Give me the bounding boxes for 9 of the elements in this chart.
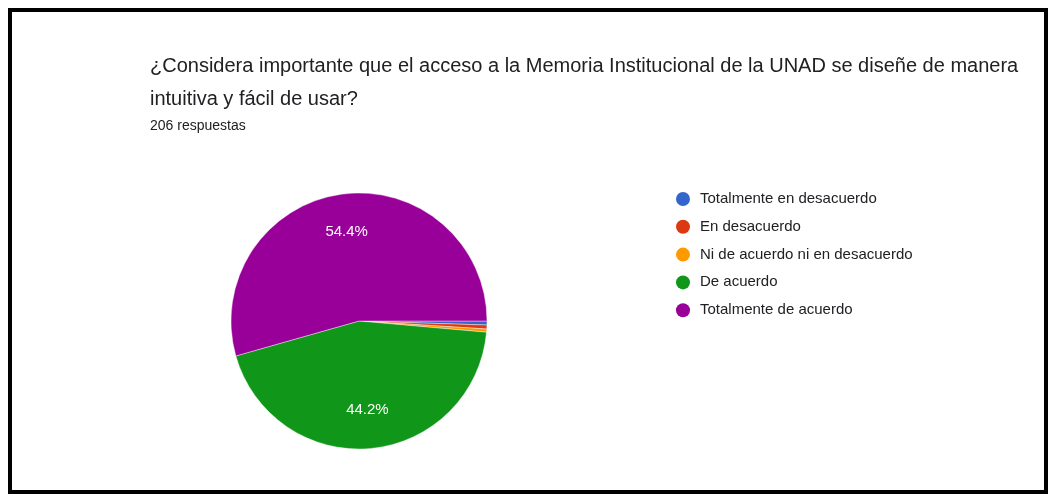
legend-label: Ni de acuerdo ni en desacuerdo <box>700 244 913 262</box>
chart-title: ¿Considera importante que el acceso a la Memoria Institucional de la UNAD se diseñe de manera intuitiva y fácil de usar? <box>150 54 1020 109</box>
legend-label: En desacuerdo <box>700 216 801 234</box>
data-label: 44.2% <box>346 400 389 418</box>
data-label: 54.4% <box>325 222 368 240</box>
legend-label: Totalmente de acuerdo <box>700 300 853 318</box>
legend-label: Totalmente en desacuerdo <box>700 188 877 206</box>
chart-subtitle: 206 respuestas <box>150 117 246 133</box>
legend-label: De acuerdo <box>700 272 778 290</box>
